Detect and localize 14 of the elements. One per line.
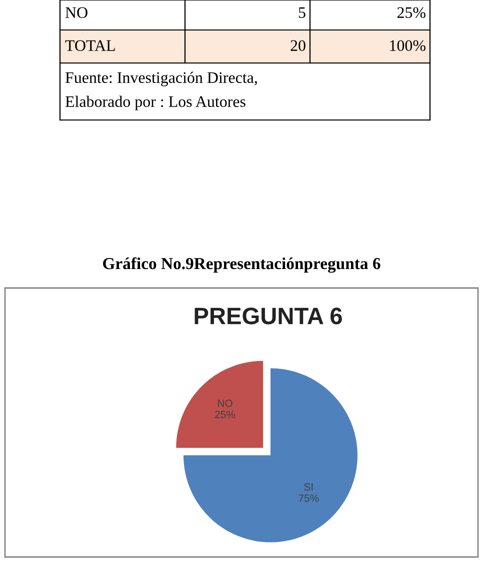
data-label: 25%: [215, 410, 236, 418]
slice-label: NO: [218, 400, 232, 407]
text: Gráfico No.9Representaciónpregunta 6: [103, 257, 380, 273]
text: 100%: [390, 40, 426, 52]
text: TOTAL: [65, 40, 115, 51]
text: 25%: [397, 7, 426, 18]
text: 5: [298, 7, 306, 18]
text: Elaborado por : Los Autores: [65, 96, 246, 110]
text: NO: [65, 7, 88, 18]
text: 20: [290, 40, 306, 51]
chart-title: PREGUNTA 6: [194, 308, 342, 324]
slice-label: SI: [304, 483, 313, 491]
source-note: Fuente: Investigación Directa,: [65, 72, 257, 86]
data-label: 75%: [298, 494, 319, 502]
